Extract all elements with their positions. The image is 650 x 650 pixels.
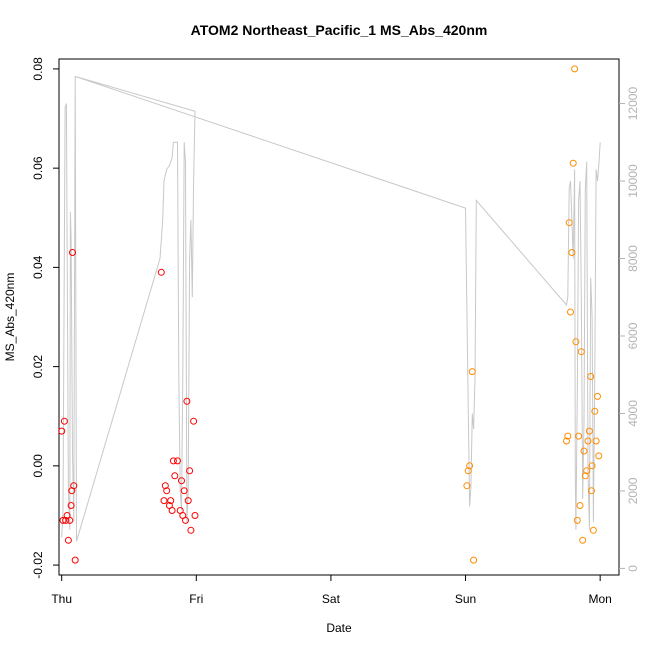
data-point [580, 447, 588, 455]
data-point [174, 457, 181, 465]
data-point [575, 432, 583, 440]
y-tick-label: -0.02 [31, 551, 45, 579]
data-point [186, 467, 194, 475]
y-tick-label: 0.00 [31, 454, 45, 478]
y-tick-label: 0.08 [31, 57, 45, 81]
data-point [463, 482, 471, 490]
right-y-tick-label: 10000 [626, 164, 640, 198]
data-point [587, 373, 595, 380]
data-point [168, 507, 176, 514]
data-point [157, 268, 165, 276]
data-point [581, 472, 589, 480]
data-point [62, 516, 70, 524]
right-y-tick-label: 6000 [626, 322, 640, 349]
data-point [568, 249, 576, 256]
x-tick-label: Sat [322, 592, 341, 606]
data-point [565, 219, 573, 227]
data-point [66, 516, 74, 524]
data-point [584, 437, 592, 445]
data-point [464, 467, 472, 475]
data-point [564, 432, 572, 440]
left-axis: -0.02 0.00 0.02 0.04 0.06 0.08 [31, 57, 59, 579]
data-point [178, 477, 185, 485]
data-point [169, 457, 177, 465]
y-tick-label: 0.02 [31, 355, 45, 379]
data-point [576, 502, 584, 509]
x-axis-label: Date [326, 621, 352, 635]
data-point [583, 467, 591, 475]
data-point [563, 437, 570, 445]
data-point [585, 427, 593, 435]
data-point [572, 338, 580, 346]
data-point [191, 512, 199, 519]
data-point [64, 536, 72, 544]
x-tick-label: Mon [588, 592, 611, 606]
data-point [163, 487, 171, 495]
x-tick-label: Fri [189, 592, 203, 606]
data-point [180, 487, 188, 495]
data-point [587, 487, 595, 495]
data-point [573, 516, 581, 524]
data-point [595, 452, 603, 460]
data-point [161, 482, 169, 490]
data-point [187, 526, 195, 534]
data-point [58, 427, 66, 435]
data-point [190, 417, 198, 425]
data-point [468, 368, 476, 376]
y-tick-label: 0.06 [31, 156, 45, 180]
data-point [588, 462, 596, 470]
data-point [594, 392, 601, 400]
point-series-layer [58, 65, 603, 564]
data-point [167, 497, 175, 505]
data-point [470, 556, 478, 564]
line-series-layer [61, 75, 601, 542]
data-point [592, 437, 600, 445]
data-point [577, 348, 585, 356]
data-point [591, 407, 599, 415]
right-y-tick-label: 4000 [626, 400, 640, 427]
x-tick-label: Thu [51, 592, 72, 606]
data-point [569, 159, 577, 167]
data-point [579, 536, 587, 544]
data-point [69, 249, 76, 256]
right-y-tick-label: 12000 [626, 87, 640, 121]
data-point [571, 65, 579, 73]
series-line [61, 75, 601, 542]
data-point [182, 516, 189, 524]
data-point [184, 497, 192, 505]
data-point [70, 482, 78, 490]
y-axis-label: MS_Abs_420nm [3, 273, 17, 362]
data-point [466, 462, 474, 470]
x-tick-label: Sun [455, 592, 476, 606]
right-y-tick-label: 8000 [626, 245, 640, 272]
data-point [589, 526, 597, 534]
right-axis: 0 2000 4000 6000 8000 10000 12000 [619, 87, 640, 572]
data-point [567, 308, 574, 316]
data-point [59, 516, 67, 524]
right-y-tick-label: 2000 [626, 477, 640, 504]
data-point [160, 497, 168, 505]
right-y-tick-label: 0 [626, 565, 640, 572]
data-point [60, 417, 68, 425]
plot-frame [58, 58, 620, 576]
data-point [171, 472, 179, 480]
y-tick-label: 0.04 [31, 255, 45, 279]
data-point [183, 397, 191, 405]
data-point [71, 556, 79, 564]
data-point [67, 502, 75, 509]
chart-title: ATOM2 Northeast_Pacific_1 MS_Abs_420nm [191, 22, 488, 38]
bottom-axis: Thu Fri Sat Sun Mon [51, 575, 612, 606]
